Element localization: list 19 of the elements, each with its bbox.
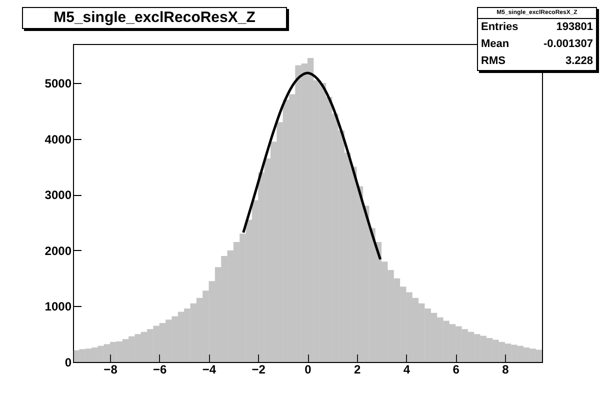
chart-title: M5_single_exclRecoResX_Z (22, 7, 287, 29)
x-tick-label: −8 (104, 362, 118, 376)
y-tick-label: 2000 (44, 244, 72, 258)
y-tick-label: 3000 (44, 188, 72, 202)
x-tick-label: −6 (153, 362, 168, 376)
x-tick-label: 6 (452, 362, 460, 376)
text: RMS 3.228 (481, 55, 593, 67)
x-tick-label: −2 (252, 362, 266, 376)
x-tick-label: 8 (502, 362, 510, 376)
y-tick-label: 1000 (44, 300, 72, 314)
text: Entries 193801 (481, 21, 593, 33)
x-tick-label: 0 (304, 362, 312, 376)
line-series (242, 72, 382, 261)
y-tick-label: 5000 (44, 76, 72, 91)
y-tick-label: 4000 (44, 132, 72, 146)
text: Mean -0.001307 (481, 38, 593, 50)
x-tick-label: 4 (403, 362, 410, 376)
x-tick-label: −4 (202, 362, 216, 376)
x-tick-label: 2 (354, 362, 362, 376)
